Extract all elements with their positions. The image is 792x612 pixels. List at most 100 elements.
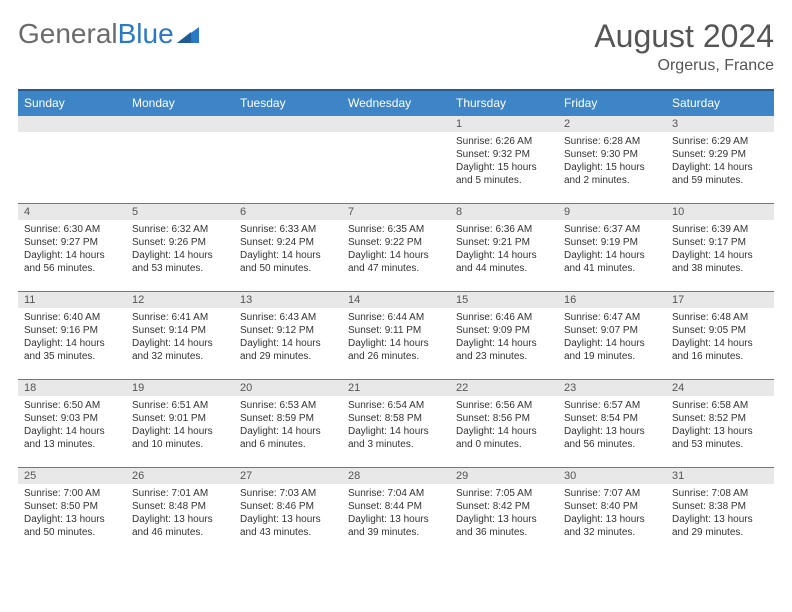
calendar-week-row: 11Sunrise: 6:40 AMSunset: 9:16 PMDayligh…	[18, 292, 774, 380]
detail-line: Daylight: 14 hours	[132, 249, 228, 262]
calendar-day-cell: 18Sunrise: 6:50 AMSunset: 9:03 PMDayligh…	[18, 380, 126, 468]
detail-line: Sunrise: 6:53 AM	[240, 399, 336, 412]
detail-line: and 13 minutes.	[24, 438, 120, 451]
detail-line: and 38 minutes.	[672, 262, 768, 275]
calendar-day-cell: 15Sunrise: 6:46 AMSunset: 9:09 PMDayligh…	[450, 292, 558, 380]
weekday-header: Sunday	[18, 90, 126, 116]
calendar-day-cell: 25Sunrise: 7:00 AMSunset: 8:50 PMDayligh…	[18, 468, 126, 556]
calendar-day-cell: 28Sunrise: 7:04 AMSunset: 8:44 PMDayligh…	[342, 468, 450, 556]
logo-text-1: General	[18, 18, 118, 50]
detail-line: Daylight: 14 hours	[672, 161, 768, 174]
day-details: Sunrise: 6:39 AMSunset: 9:17 PMDaylight:…	[666, 220, 774, 279]
month-title: August 2024	[594, 18, 774, 55]
detail-line: and 32 minutes.	[132, 350, 228, 363]
detail-line: Sunset: 9:24 PM	[240, 236, 336, 249]
day-details: Sunrise: 6:46 AMSunset: 9:09 PMDaylight:…	[450, 308, 558, 367]
calendar-day-cell: 29Sunrise: 7:05 AMSunset: 8:42 PMDayligh…	[450, 468, 558, 556]
detail-line: Daylight: 13 hours	[240, 513, 336, 526]
calendar-day-cell: 1Sunrise: 6:26 AMSunset: 9:32 PMDaylight…	[450, 116, 558, 204]
calendar-day-cell: 14Sunrise: 6:44 AMSunset: 9:11 PMDayligh…	[342, 292, 450, 380]
weekday-header: Friday	[558, 90, 666, 116]
calendar-day-cell	[18, 116, 126, 204]
detail-line: and 47 minutes.	[348, 262, 444, 275]
logo-text-2: Blue	[118, 18, 174, 50]
day-number: 21	[342, 380, 450, 396]
day-details: Sunrise: 7:03 AMSunset: 8:46 PMDaylight:…	[234, 484, 342, 543]
day-number: 26	[126, 468, 234, 484]
detail-line: Sunset: 9:22 PM	[348, 236, 444, 249]
location: Orgerus, France	[594, 57, 774, 75]
detail-line: Daylight: 14 hours	[456, 425, 552, 438]
detail-line: Daylight: 13 hours	[24, 513, 120, 526]
detail-line: Sunrise: 6:50 AM	[24, 399, 120, 412]
calendar-day-cell: 31Sunrise: 7:08 AMSunset: 8:38 PMDayligh…	[666, 468, 774, 556]
day-number: 27	[234, 468, 342, 484]
detail-line: Sunset: 9:27 PM	[24, 236, 120, 249]
calendar-day-cell: 4Sunrise: 6:30 AMSunset: 9:27 PMDaylight…	[18, 204, 126, 292]
calendar-day-cell: 26Sunrise: 7:01 AMSunset: 8:48 PMDayligh…	[126, 468, 234, 556]
detail-line: Sunrise: 6:29 AM	[672, 135, 768, 148]
day-details: Sunrise: 6:36 AMSunset: 9:21 PMDaylight:…	[450, 220, 558, 279]
detail-line: Daylight: 14 hours	[564, 337, 660, 350]
day-number: 1	[450, 116, 558, 132]
detail-line: Sunset: 9:19 PM	[564, 236, 660, 249]
calendar-week-row: 4Sunrise: 6:30 AMSunset: 9:27 PMDaylight…	[18, 204, 774, 292]
detail-line: Sunrise: 6:37 AM	[564, 223, 660, 236]
detail-line: and 56 minutes.	[564, 438, 660, 451]
calendar-day-cell: 20Sunrise: 6:53 AMSunset: 8:59 PMDayligh…	[234, 380, 342, 468]
day-number: 17	[666, 292, 774, 308]
day-details: Sunrise: 6:43 AMSunset: 9:12 PMDaylight:…	[234, 308, 342, 367]
day-number: 19	[126, 380, 234, 396]
day-details: Sunrise: 7:04 AMSunset: 8:44 PMDaylight:…	[342, 484, 450, 543]
day-number: 25	[18, 468, 126, 484]
detail-line: Daylight: 14 hours	[456, 249, 552, 262]
calendar-day-cell: 12Sunrise: 6:41 AMSunset: 9:14 PMDayligh…	[126, 292, 234, 380]
day-details: Sunrise: 6:56 AMSunset: 8:56 PMDaylight:…	[450, 396, 558, 455]
detail-line: Sunset: 9:03 PM	[24, 412, 120, 425]
detail-line: Sunrise: 6:43 AM	[240, 311, 336, 324]
detail-line: Sunrise: 6:57 AM	[564, 399, 660, 412]
detail-line: Daylight: 14 hours	[348, 249, 444, 262]
day-details: Sunrise: 6:35 AMSunset: 9:22 PMDaylight:…	[342, 220, 450, 279]
detail-line: Sunrise: 6:46 AM	[456, 311, 552, 324]
detail-line: Sunrise: 6:56 AM	[456, 399, 552, 412]
day-number	[234, 116, 342, 132]
detail-line: and 43 minutes.	[240, 526, 336, 539]
day-details: Sunrise: 6:47 AMSunset: 9:07 PMDaylight:…	[558, 308, 666, 367]
calendar-day-cell: 3Sunrise: 6:29 AMSunset: 9:29 PMDaylight…	[666, 116, 774, 204]
detail-line: Sunset: 8:44 PM	[348, 500, 444, 513]
detail-line: Daylight: 14 hours	[240, 249, 336, 262]
detail-line: and 5 minutes.	[456, 174, 552, 187]
calendar-day-cell: 27Sunrise: 7:03 AMSunset: 8:46 PMDayligh…	[234, 468, 342, 556]
detail-line: and 41 minutes.	[564, 262, 660, 275]
day-number: 18	[18, 380, 126, 396]
detail-line: Sunrise: 6:35 AM	[348, 223, 444, 236]
detail-line: Daylight: 14 hours	[24, 337, 120, 350]
day-number: 22	[450, 380, 558, 396]
detail-line: Sunrise: 6:33 AM	[240, 223, 336, 236]
detail-line: Sunrise: 6:30 AM	[24, 223, 120, 236]
day-number: 31	[666, 468, 774, 484]
detail-line: and 36 minutes.	[456, 526, 552, 539]
calendar-day-cell: 30Sunrise: 7:07 AMSunset: 8:40 PMDayligh…	[558, 468, 666, 556]
detail-line: Sunset: 8:50 PM	[24, 500, 120, 513]
detail-line: Sunrise: 6:58 AM	[672, 399, 768, 412]
detail-line: Daylight: 14 hours	[348, 425, 444, 438]
detail-line: Sunset: 9:09 PM	[456, 324, 552, 337]
weekday-header: Wednesday	[342, 90, 450, 116]
calendar-day-cell: 21Sunrise: 6:54 AMSunset: 8:58 PMDayligh…	[342, 380, 450, 468]
detail-line: Daylight: 15 hours	[564, 161, 660, 174]
detail-line: and 50 minutes.	[240, 262, 336, 275]
calendar-day-cell: 11Sunrise: 6:40 AMSunset: 9:16 PMDayligh…	[18, 292, 126, 380]
day-number: 13	[234, 292, 342, 308]
day-number: 15	[450, 292, 558, 308]
calendar-day-cell: 5Sunrise: 6:32 AMSunset: 9:26 PMDaylight…	[126, 204, 234, 292]
weekday-header: Monday	[126, 90, 234, 116]
calendar-week-row: 25Sunrise: 7:00 AMSunset: 8:50 PMDayligh…	[18, 468, 774, 556]
detail-line: Daylight: 14 hours	[132, 337, 228, 350]
detail-line: Sunset: 8:40 PM	[564, 500, 660, 513]
day-number: 8	[450, 204, 558, 220]
day-details: Sunrise: 6:57 AMSunset: 8:54 PMDaylight:…	[558, 396, 666, 455]
calendar-day-cell: 23Sunrise: 6:57 AMSunset: 8:54 PMDayligh…	[558, 380, 666, 468]
detail-line: Daylight: 14 hours	[672, 337, 768, 350]
